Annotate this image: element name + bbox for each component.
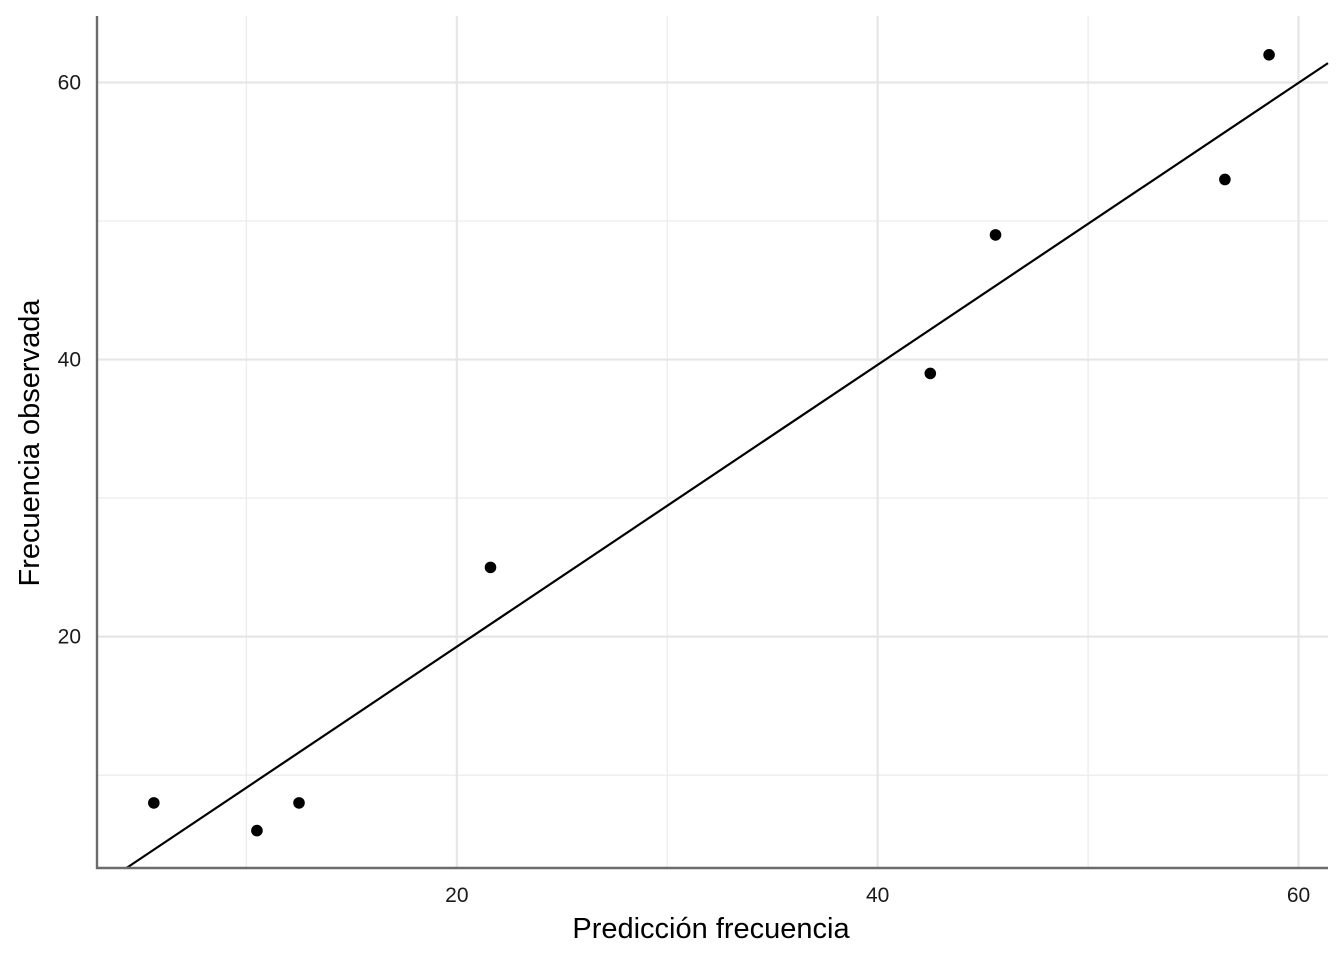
y-tick-label-60: 60 xyxy=(58,71,81,94)
y-tick-label-20: 20 xyxy=(58,626,81,649)
data-point-2 xyxy=(251,824,263,837)
data-point-6 xyxy=(989,229,1002,241)
data-point-1 xyxy=(148,797,160,809)
reference-line-layer xyxy=(125,62,1329,869)
data-point-7 xyxy=(1219,173,1231,186)
grid-layer xyxy=(97,16,1328,868)
x-tick-label-20: 20 xyxy=(445,884,468,907)
x-axis-title: Predicción frecuencia xyxy=(572,913,850,945)
x-tick-label-60: 60 xyxy=(1287,884,1310,907)
label-layer: Predicción frecuencia Frecuencia observa… xyxy=(14,299,850,945)
y-axis-title: Frecuencia observada xyxy=(14,299,46,587)
identity-reference-line xyxy=(125,62,1329,869)
data-point-3 xyxy=(293,797,305,809)
data-point-8 xyxy=(1263,48,1275,61)
points-layer xyxy=(148,48,1275,837)
data-point-5 xyxy=(924,367,937,380)
data-point-4 xyxy=(484,561,497,574)
axis-layer: 20 40 60 20 40 60 xyxy=(58,16,1328,907)
x-tick-label-40: 40 xyxy=(866,884,889,907)
y-tick-label-40: 40 xyxy=(58,349,81,372)
